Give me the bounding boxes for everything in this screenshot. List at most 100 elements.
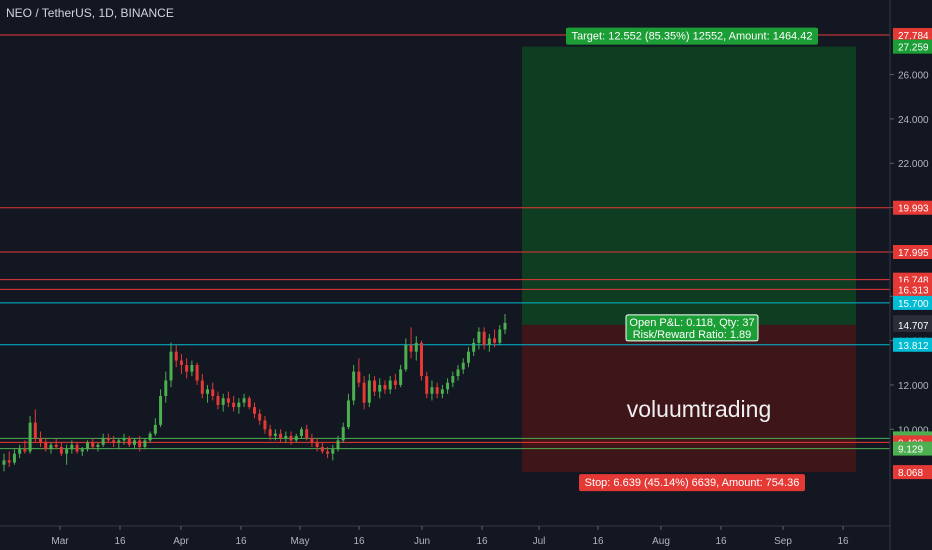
candle-body (320, 447, 324, 452)
candle-body (138, 440, 142, 448)
price-badge (893, 39, 932, 54)
candle-body (80, 449, 84, 452)
price-badge (893, 465, 932, 480)
stop-label: Stop: 6.639 (45.14%) 6639, Amount: 754.3… (585, 477, 800, 489)
price-badge (893, 282, 932, 297)
candle-body (221, 398, 225, 405)
candle-body (352, 371, 356, 401)
candle-body (388, 380, 392, 390)
candle-body (487, 338, 491, 346)
candle-body (153, 424, 157, 434)
x-tick-label: 16 (235, 536, 247, 547)
x-tick-label: Jul (533, 536, 546, 547)
candle-body (122, 438, 126, 441)
x-tick-label: 16 (837, 536, 849, 547)
price-badge-label: 16.313 (898, 285, 929, 296)
candle-body (279, 433, 283, 439)
candle-body (148, 433, 152, 441)
candle-body (263, 420, 267, 430)
pnl-label: Open P&L: 0.118, Qty: 37 (629, 317, 754, 329)
candle-body (420, 342, 423, 377)
y-tick-label: 26.000 (898, 71, 929, 82)
price-badge (893, 200, 932, 215)
time-axis[interactable]: Mar 16 Apr 16 May 16 Jun 16 Jul 16 Aug 16 Sep 16 (51, 526, 849, 547)
target-label-box (566, 27, 818, 45)
candle-body (299, 429, 303, 436)
horizontal-lines (0, 34, 890, 450)
candle-body (362, 382, 366, 403)
candle-body (2, 460, 6, 465)
candle-body (310, 438, 314, 443)
candle-body (493, 338, 497, 343)
candle-body (211, 389, 215, 397)
candle-body (179, 360, 183, 365)
candle-body (289, 435, 293, 441)
candle-body (284, 435, 288, 439)
candle-body (174, 351, 178, 361)
candle-body (498, 329, 502, 343)
watermark-text: voluumtrading (627, 396, 771, 422)
candle-body (253, 407, 256, 414)
candle-body (49, 444, 53, 450)
candle-body (482, 331, 486, 346)
y-tick-label: 10.000 (898, 425, 929, 436)
price-badge-label: 16.748 (898, 276, 929, 287)
candle-body (305, 429, 309, 439)
candle-body (273, 433, 277, 436)
candle-body (112, 440, 116, 443)
candle-body (39, 438, 43, 443)
candle-body (96, 444, 100, 448)
candle-body (86, 442, 89, 450)
candle-body (461, 362, 465, 370)
price-badge (893, 441, 932, 456)
candle-body (435, 387, 439, 394)
candle-body (503, 322, 507, 330)
candle-body (242, 398, 246, 403)
candle-body (430, 387, 434, 394)
candle-body (456, 369, 460, 377)
candle-body (75, 444, 79, 452)
x-tick-label: 16 (476, 536, 488, 547)
candle-body (472, 342, 476, 352)
x-tick-label: May (291, 536, 310, 547)
candle-body (367, 380, 371, 403)
candle-body (216, 396, 220, 405)
candle-body (54, 444, 58, 448)
candle-body (117, 440, 121, 443)
candle-body (206, 389, 210, 394)
x-tick-label: Apr (173, 536, 189, 547)
symbol-title: NEO / TetherUS, 1D, BINANCE (6, 6, 174, 20)
candle-body (232, 402, 236, 408)
price-badge-label: 13.812 (898, 341, 929, 352)
y-tick-label: 22.000 (898, 159, 929, 170)
position-labels: Target: 12.552 (85.35%) 12552, Amount: 1… (566, 27, 818, 492)
candle-body (44, 442, 48, 450)
candle-body (59, 447, 63, 454)
candle-body (399, 369, 403, 385)
candle-body (164, 380, 168, 397)
candle-body (341, 427, 345, 441)
candle-body (91, 442, 95, 448)
profit-zone (522, 46, 856, 325)
price-badge-label: 14.707 (898, 321, 929, 332)
candle-body (33, 422, 37, 439)
candle-body (409, 345, 413, 352)
candle-body (331, 449, 335, 454)
price-badge (893, 295, 932, 310)
candle-body (7, 460, 11, 463)
candle-body (451, 376, 455, 383)
candle-body (268, 429, 272, 436)
candle-body (373, 380, 377, 392)
candle-body (143, 440, 147, 448)
x-tick-label: 16 (353, 536, 365, 547)
candle-body (336, 440, 340, 450)
price-badge (893, 317, 932, 332)
candle-body (357, 371, 361, 383)
candle-body (70, 444, 74, 450)
price-badge (893, 245, 932, 260)
candle-body (127, 438, 131, 445)
candle-body (101, 438, 105, 445)
candle-body (477, 331, 481, 343)
